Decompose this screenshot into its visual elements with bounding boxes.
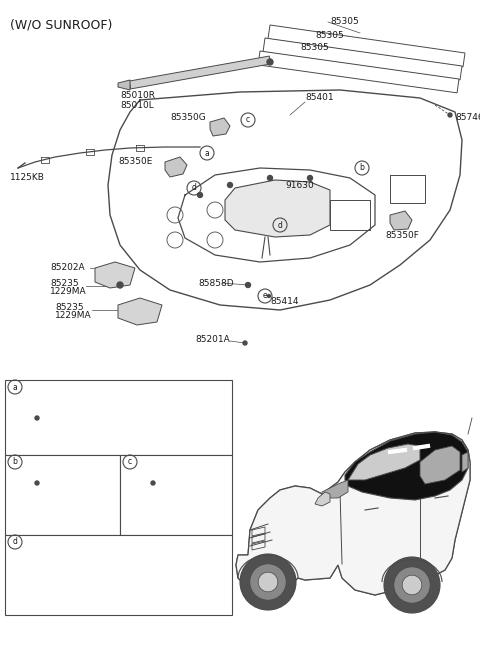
Polygon shape — [25, 555, 70, 578]
Text: 85201A: 85201A — [195, 335, 230, 345]
Circle shape — [394, 567, 430, 603]
Text: 85350M: 85350M — [62, 440, 98, 450]
Text: b: b — [12, 458, 17, 466]
Circle shape — [151, 481, 155, 485]
Text: 85350L: 85350L — [62, 432, 96, 442]
Polygon shape — [210, 118, 230, 136]
Text: 85235: 85235 — [55, 303, 84, 313]
Text: a: a — [204, 148, 209, 158]
Text: b: b — [360, 164, 364, 172]
Text: 1125KB: 1125KB — [10, 174, 45, 182]
Circle shape — [245, 283, 251, 287]
Polygon shape — [315, 492, 330, 506]
Text: 85235: 85235 — [50, 279, 79, 287]
Circle shape — [243, 341, 247, 345]
Text: 85340A: 85340A — [178, 484, 213, 494]
Polygon shape — [118, 80, 130, 90]
Text: 85746: 85746 — [455, 114, 480, 122]
Text: d: d — [192, 184, 196, 192]
Text: 1229MA: 1229MA — [50, 287, 86, 295]
Text: 85350G: 85350G — [170, 114, 206, 122]
Text: 85399: 85399 — [12, 397, 41, 407]
Bar — [120, 455, 232, 535]
Polygon shape — [129, 56, 271, 89]
Circle shape — [240, 554, 296, 610]
Text: d: d — [277, 220, 282, 230]
Text: 18641E: 18641E — [80, 554, 114, 562]
Polygon shape — [390, 211, 412, 230]
Bar — [5, 535, 232, 615]
Circle shape — [267, 59, 273, 65]
Text: 85350E: 85350E — [118, 158, 152, 166]
Text: 85858D: 85858D — [198, 279, 234, 287]
Text: 85340K: 85340K — [178, 500, 213, 510]
Circle shape — [197, 192, 203, 198]
Text: 85340A: 85340A — [62, 420, 97, 428]
Polygon shape — [225, 180, 330, 237]
Text: 85305: 85305 — [300, 43, 329, 53]
Text: c: c — [246, 116, 250, 124]
Text: 1229MA: 1229MA — [55, 311, 92, 321]
Text: (W/O SUNROOF): (W/O SUNROOF) — [10, 18, 112, 31]
Polygon shape — [118, 298, 162, 325]
Text: 85399: 85399 — [12, 466, 41, 474]
Text: 85401: 85401 — [305, 94, 334, 102]
Text: 85340B: 85340B — [178, 492, 213, 502]
Polygon shape — [258, 51, 459, 93]
Text: a: a — [12, 383, 17, 391]
Text: 85010R: 85010R — [120, 90, 155, 100]
Text: 85010L: 85010L — [120, 100, 154, 110]
Polygon shape — [95, 262, 135, 288]
Circle shape — [267, 176, 273, 180]
Text: 92890A: 92890A — [137, 556, 172, 564]
Text: 85340A: 85340A — [62, 484, 97, 494]
Polygon shape — [322, 480, 348, 498]
Bar — [5, 455, 120, 535]
Text: 85340J: 85340J — [62, 498, 93, 508]
Polygon shape — [345, 432, 468, 500]
Text: 85399: 85399 — [62, 413, 91, 422]
Text: c: c — [128, 458, 132, 466]
Circle shape — [228, 182, 232, 188]
Polygon shape — [236, 432, 470, 595]
Polygon shape — [165, 157, 187, 177]
Text: 91630: 91630 — [285, 180, 314, 190]
Polygon shape — [268, 25, 465, 67]
Text: e: e — [263, 291, 267, 301]
Text: 85414: 85414 — [270, 297, 299, 307]
Text: d: d — [12, 538, 17, 546]
Text: 85350F: 85350F — [385, 230, 419, 240]
Circle shape — [402, 575, 422, 595]
Circle shape — [258, 572, 278, 592]
Circle shape — [117, 282, 123, 288]
Text: 85399: 85399 — [128, 466, 157, 474]
Text: 85202A: 85202A — [50, 263, 84, 273]
Polygon shape — [420, 446, 460, 484]
Bar — [5, 380, 232, 455]
Polygon shape — [348, 444, 420, 480]
Circle shape — [250, 564, 286, 601]
Circle shape — [267, 295, 271, 297]
Circle shape — [308, 176, 312, 180]
Circle shape — [448, 113, 452, 117]
Circle shape — [35, 481, 39, 485]
Circle shape — [384, 557, 440, 613]
Text: 85305: 85305 — [315, 31, 344, 39]
Text: 85399: 85399 — [62, 478, 91, 486]
Text: 85399: 85399 — [178, 478, 207, 486]
Text: 85305: 85305 — [330, 17, 359, 27]
Circle shape — [35, 416, 39, 420]
Polygon shape — [462, 452, 468, 472]
Polygon shape — [263, 38, 462, 80]
